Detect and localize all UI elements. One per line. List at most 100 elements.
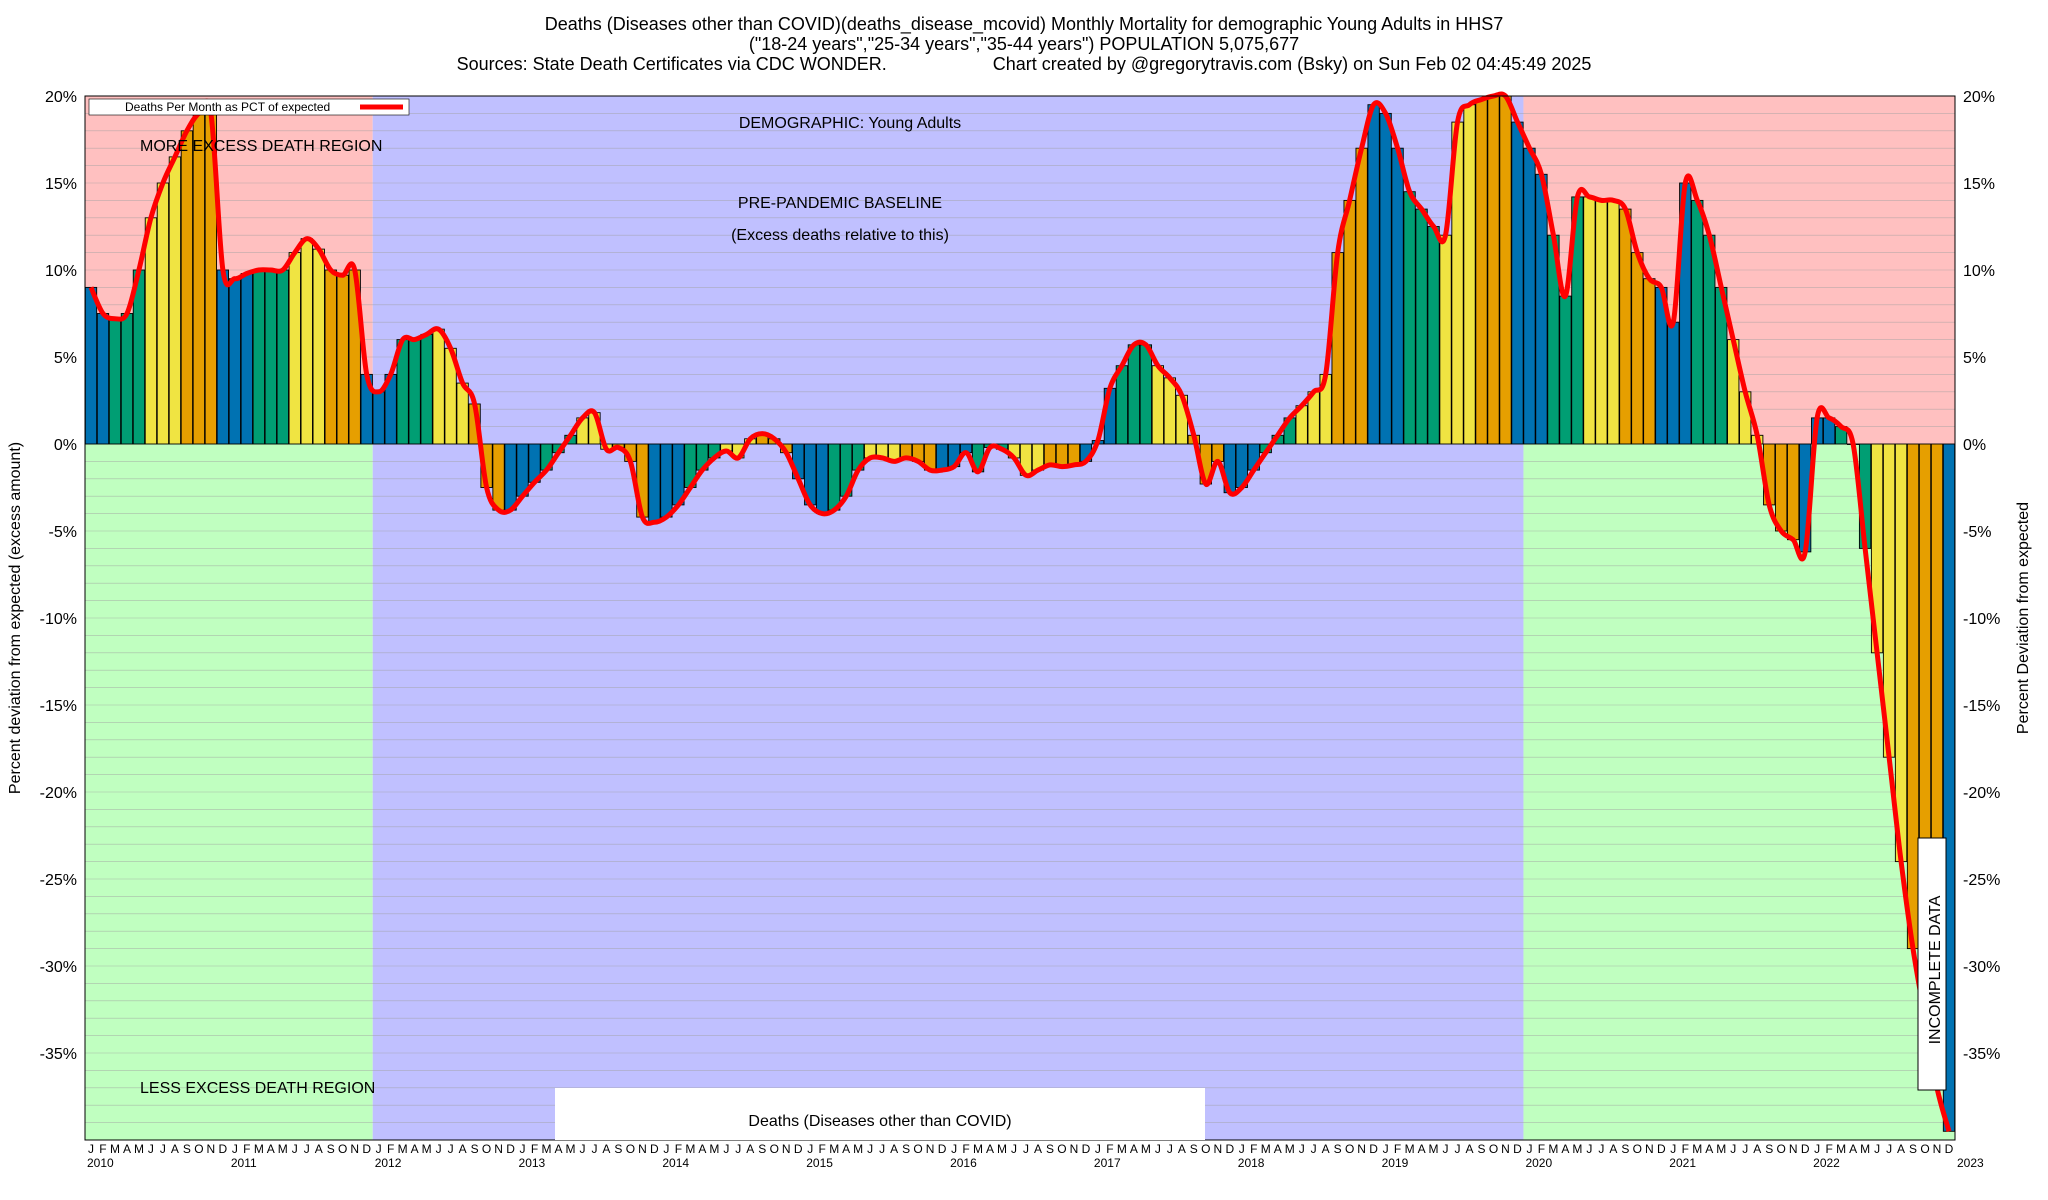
y-tick-label-right: -30% xyxy=(1963,959,2000,976)
data-bar xyxy=(432,328,445,445)
data-bar xyxy=(1487,95,1500,445)
x-month-label: M xyxy=(542,1142,552,1156)
x-month-label: J xyxy=(1311,1142,1317,1156)
data-bar xyxy=(1043,443,1057,466)
x-month-label: M xyxy=(829,1142,839,1156)
x-month-label: J xyxy=(1598,1142,1604,1156)
x-month-label: F xyxy=(99,1142,106,1156)
x-month-label: A xyxy=(1130,1142,1138,1156)
legend-label: Deaths Per Month as PCT of expected xyxy=(125,100,330,114)
x-month-label: J xyxy=(579,1142,585,1156)
x-month-label: M xyxy=(1285,1142,1295,1156)
x-month-label: S xyxy=(1765,1142,1773,1156)
x-month-label: J xyxy=(807,1142,813,1156)
x-month-label: A xyxy=(554,1142,562,1156)
x-month-label: D xyxy=(1513,1142,1522,1156)
x-year-label: 2021 xyxy=(1669,1156,1696,1170)
x-month-label: F xyxy=(531,1142,538,1156)
data-bar xyxy=(1427,226,1440,445)
data-bar xyxy=(1631,252,1644,445)
y-tick-label-left: -35% xyxy=(40,1046,77,1063)
x-month-label: O xyxy=(482,1142,491,1156)
x-month-label: O xyxy=(1345,1142,1354,1156)
y-tick-label-left: 15% xyxy=(45,176,77,193)
data-bar xyxy=(1367,104,1380,445)
x-month-label: D xyxy=(1369,1142,1378,1156)
x-month-label: A xyxy=(459,1142,467,1156)
x-month-label: J xyxy=(879,1142,885,1156)
y-tick-label-left: -10% xyxy=(40,611,77,628)
data-bar xyxy=(1055,443,1069,468)
data-bar xyxy=(1391,147,1404,445)
x-month-label: S xyxy=(1334,1142,1342,1156)
x-month-label: J xyxy=(1023,1142,1029,1156)
x-month-label: D xyxy=(650,1142,659,1156)
data-bar xyxy=(1139,344,1153,445)
x-month-label: M xyxy=(565,1142,575,1156)
x-month-label: F xyxy=(1538,1142,1545,1156)
x-month-label: J xyxy=(376,1142,382,1156)
x-month-label: A xyxy=(171,1142,179,1156)
chart-subtitle: ("18-24 years","25-34 years","35-44 year… xyxy=(748,34,1300,54)
x-month-label: J xyxy=(232,1142,238,1156)
data-bar xyxy=(1475,99,1488,445)
y-tick-label-left: -30% xyxy=(40,959,77,976)
data-bar xyxy=(180,130,194,445)
data-bar xyxy=(120,313,134,445)
baseline-sublabel: (Excess deaths relative to this) xyxy=(731,227,949,244)
x-year-label: 2013 xyxy=(519,1156,546,1170)
y-tick-label-left: -5% xyxy=(49,524,77,541)
x-month-label: A xyxy=(1561,1142,1569,1156)
x-month-label: J xyxy=(1586,1142,1592,1156)
x-month-label: A xyxy=(746,1142,754,1156)
data-bar xyxy=(1787,443,1800,541)
x-month-label: M xyxy=(1860,1142,1870,1156)
x-month-label: D xyxy=(506,1142,515,1156)
data-bar xyxy=(456,382,469,445)
x-month-label: M xyxy=(1572,1142,1582,1156)
y-tick-label-right: 20% xyxy=(1963,89,1995,106)
x-month-label: S xyxy=(1190,1142,1198,1156)
y-tick-label-right: -20% xyxy=(1963,785,2000,802)
series-line xyxy=(88,91,1952,1132)
x-month-label: J xyxy=(520,1142,526,1156)
x-month-label: A xyxy=(602,1142,610,1156)
x-month-label: O xyxy=(1057,1142,1066,1156)
data-bar xyxy=(1906,443,1920,950)
data-bar xyxy=(1463,104,1476,445)
x-month-label: F xyxy=(1250,1142,1257,1156)
less-excess-label: LESS EXCESS DEATH REGION xyxy=(140,1080,375,1097)
x-month-label: N xyxy=(494,1142,503,1156)
data-bar xyxy=(1415,208,1428,445)
y-tick-label-right: -5% xyxy=(1963,524,1991,541)
x-month-label: S xyxy=(758,1142,766,1156)
bottom-title-box xyxy=(555,1088,1205,1140)
x-year-label: 2010 xyxy=(87,1156,114,1170)
x-month-label: M xyxy=(1405,1142,1415,1156)
y-tick-label-right: 15% xyxy=(1963,176,1995,193)
x-month-label: J xyxy=(292,1142,298,1156)
data-bar xyxy=(1403,191,1416,445)
data-bar xyxy=(935,443,949,471)
data-bar xyxy=(1775,443,1788,532)
y-tick-label-right: 10% xyxy=(1963,263,1995,280)
x-month-label: M xyxy=(709,1142,719,1156)
x-month-label: N xyxy=(1070,1142,1079,1156)
more-excess-label: MORE EXCESS DEATH REGION xyxy=(140,138,382,155)
data-bar xyxy=(1511,121,1524,445)
data-bar xyxy=(1355,147,1368,445)
data-bar xyxy=(1595,199,1608,445)
x-month-label: J xyxy=(436,1142,442,1156)
x-month-label: O xyxy=(913,1142,922,1156)
x-month-label: N xyxy=(350,1142,359,1156)
x-month-label: O xyxy=(770,1142,779,1156)
incomplete-data-label: INCOMPLETE DATA xyxy=(1927,895,1944,1044)
x-month-label: N xyxy=(1213,1142,1222,1156)
data-bar xyxy=(1607,199,1620,445)
x-month-label: S xyxy=(1046,1142,1054,1156)
y-axis-title-left: Percent deviation from expected (excess … xyxy=(7,442,24,794)
x-year-label: 2015 xyxy=(806,1156,833,1170)
x-month-label: M xyxy=(422,1142,432,1156)
data-bar xyxy=(1151,365,1164,445)
x-month-label: M xyxy=(1141,1142,1151,1156)
